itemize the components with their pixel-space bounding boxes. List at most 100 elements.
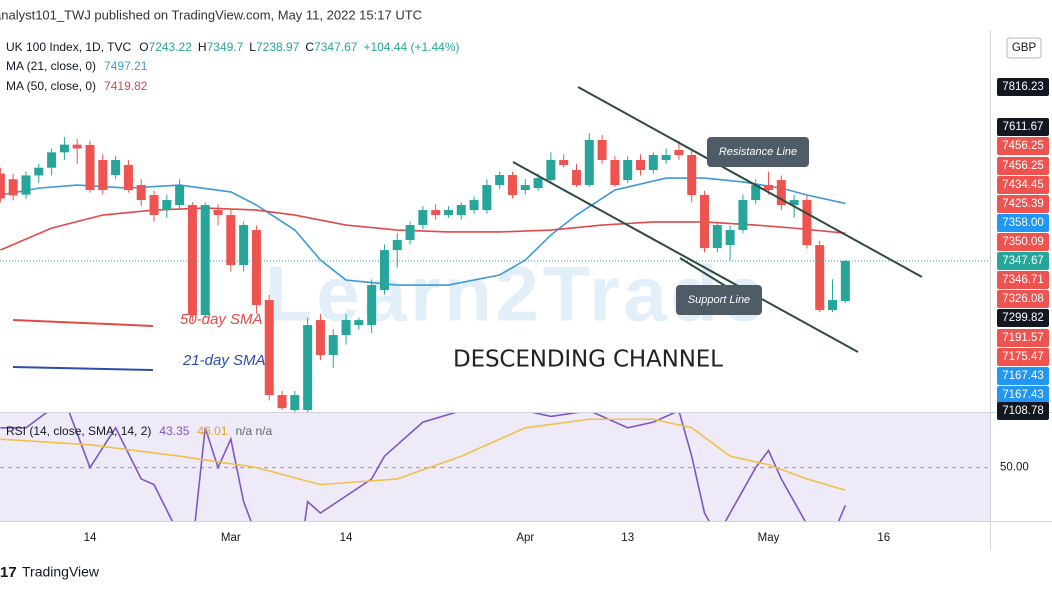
candle-body bbox=[533, 178, 543, 189]
x-tick-label: 14 bbox=[84, 532, 97, 544]
candle-body bbox=[405, 225, 415, 241]
candle-body bbox=[354, 320, 364, 326]
price-label-box bbox=[997, 402, 1049, 420]
candle-body bbox=[277, 395, 287, 409]
candle-body bbox=[85, 145, 95, 191]
price-label-box bbox=[997, 386, 1049, 404]
h-value: 7349.7 bbox=[207, 40, 244, 54]
candle-body bbox=[635, 160, 645, 171]
main-legend: UK 100 Index, 1D, TVC O7243.22 H7349.7 L723… bbox=[6, 40, 460, 54]
candle-body bbox=[469, 200, 479, 211]
candle-body bbox=[623, 160, 633, 181]
footer: 17 TradingView bbox=[0, 564, 100, 581]
price-label: 7191.57 bbox=[1002, 332, 1044, 344]
ma21-value: 7497.21 bbox=[104, 59, 148, 73]
candle-body bbox=[456, 205, 466, 216]
l-label: L bbox=[249, 40, 256, 54]
candle-body bbox=[507, 175, 517, 196]
candle-body bbox=[341, 320, 351, 336]
price-label-box bbox=[997, 290, 1049, 308]
resistance-label: Resistance Line bbox=[719, 146, 797, 158]
moving-average bbox=[0, 207, 846, 251]
price-label-box bbox=[997, 118, 1049, 136]
rsi-name: RSI (14, close, SMA, 14, 2) bbox=[6, 424, 151, 438]
candle-body bbox=[828, 300, 838, 311]
candle-body bbox=[303, 325, 313, 411]
price-label: 7456.25 bbox=[1002, 160, 1044, 172]
rsi-sma-value: 46.01 bbox=[197, 424, 227, 438]
candle-body bbox=[712, 225, 722, 249]
price-label-box bbox=[997, 252, 1049, 270]
candle-body bbox=[584, 140, 594, 186]
price-label-box bbox=[997, 214, 1049, 232]
candle-body bbox=[815, 245, 825, 311]
ma50-value: 7419.82 bbox=[104, 79, 148, 93]
ma50-name: MA (50, close, 0) bbox=[6, 79, 96, 93]
support-label: Support Line bbox=[688, 294, 750, 306]
candle-body bbox=[571, 170, 581, 186]
candle-body bbox=[443, 210, 453, 216]
candle-body bbox=[175, 185, 185, 206]
candle-body bbox=[226, 215, 236, 266]
l-value: 7238.97 bbox=[256, 40, 300, 54]
price-label-box bbox=[997, 367, 1049, 385]
candle-body bbox=[239, 225, 249, 266]
candle-body bbox=[34, 167, 44, 176]
candle-body bbox=[482, 185, 492, 211]
price-label: 7358.00 bbox=[1002, 217, 1044, 229]
rsi-band bbox=[0, 413, 990, 521]
moving-average bbox=[0, 177, 846, 286]
price-label: 7425.39 bbox=[1002, 198, 1044, 210]
channel-label: DESCENDING CHANNEL bbox=[453, 347, 723, 373]
price-label-box bbox=[997, 309, 1049, 327]
trend-lines bbox=[12, 86, 923, 371]
candle-body bbox=[21, 175, 31, 195]
rsi-line bbox=[0, 413, 847, 521]
candle-body bbox=[738, 200, 748, 231]
price-label: 7456.25 bbox=[1002, 140, 1044, 152]
price-label-box bbox=[997, 176, 1049, 194]
candle-body bbox=[123, 165, 133, 191]
resistance-box bbox=[707, 137, 809, 167]
x-tick-label: Apr bbox=[516, 532, 534, 544]
price-label: 7611.67 bbox=[1003, 121, 1044, 133]
price-label: 7175.47 bbox=[1002, 351, 1044, 363]
candle-body bbox=[213, 210, 223, 216]
ma50-legend: MA (50, close, 0) 7419.82 bbox=[6, 79, 148, 93]
price-label: 7326.08 bbox=[1002, 293, 1044, 305]
candle-body bbox=[149, 195, 159, 216]
candle-body bbox=[0, 173, 5, 199]
candle-body bbox=[648, 155, 658, 171]
candle-body bbox=[431, 210, 441, 216]
resistance-line bbox=[577, 86, 923, 278]
candle-body bbox=[597, 140, 607, 161]
candle-body bbox=[315, 320, 325, 356]
price-label: 7434.45 bbox=[1002, 179, 1044, 191]
candle-body bbox=[700, 195, 710, 249]
candle-body bbox=[789, 200, 799, 206]
x-tick-label: Mar bbox=[221, 532, 241, 544]
candle-body bbox=[162, 200, 172, 211]
price-label: 7350.09 bbox=[1002, 236, 1044, 248]
candle-body bbox=[610, 160, 620, 186]
price-axis: 7816.23 7611.67 7456.25 7456.25 7434.45 7425.… bbox=[997, 78, 1049, 420]
candle-body bbox=[98, 160, 108, 191]
candle-body bbox=[59, 144, 69, 153]
rsi-value: 43.35 bbox=[159, 424, 189, 438]
channel-line bbox=[512, 161, 859, 353]
candle-body bbox=[392, 240, 402, 251]
x-tick-label: 14 bbox=[340, 532, 353, 544]
candle-body bbox=[367, 285, 377, 326]
support-box bbox=[676, 285, 762, 315]
price-label-box bbox=[997, 195, 1049, 213]
publisher: analyst101_TWJ published on TradingView.… bbox=[0, 7, 422, 22]
sma21-label: 21-day SMA bbox=[182, 352, 266, 369]
candle-body bbox=[520, 185, 530, 191]
ma21-legend: MA (21, close, 0) 7497.21 bbox=[6, 59, 148, 73]
candle-body bbox=[495, 175, 505, 186]
candle-body bbox=[47, 152, 57, 168]
sma50-sample bbox=[12, 319, 154, 327]
rsi-pane bbox=[0, 413, 990, 521]
candle-body bbox=[725, 230, 735, 246]
x-tick-label: 16 bbox=[877, 532, 890, 544]
